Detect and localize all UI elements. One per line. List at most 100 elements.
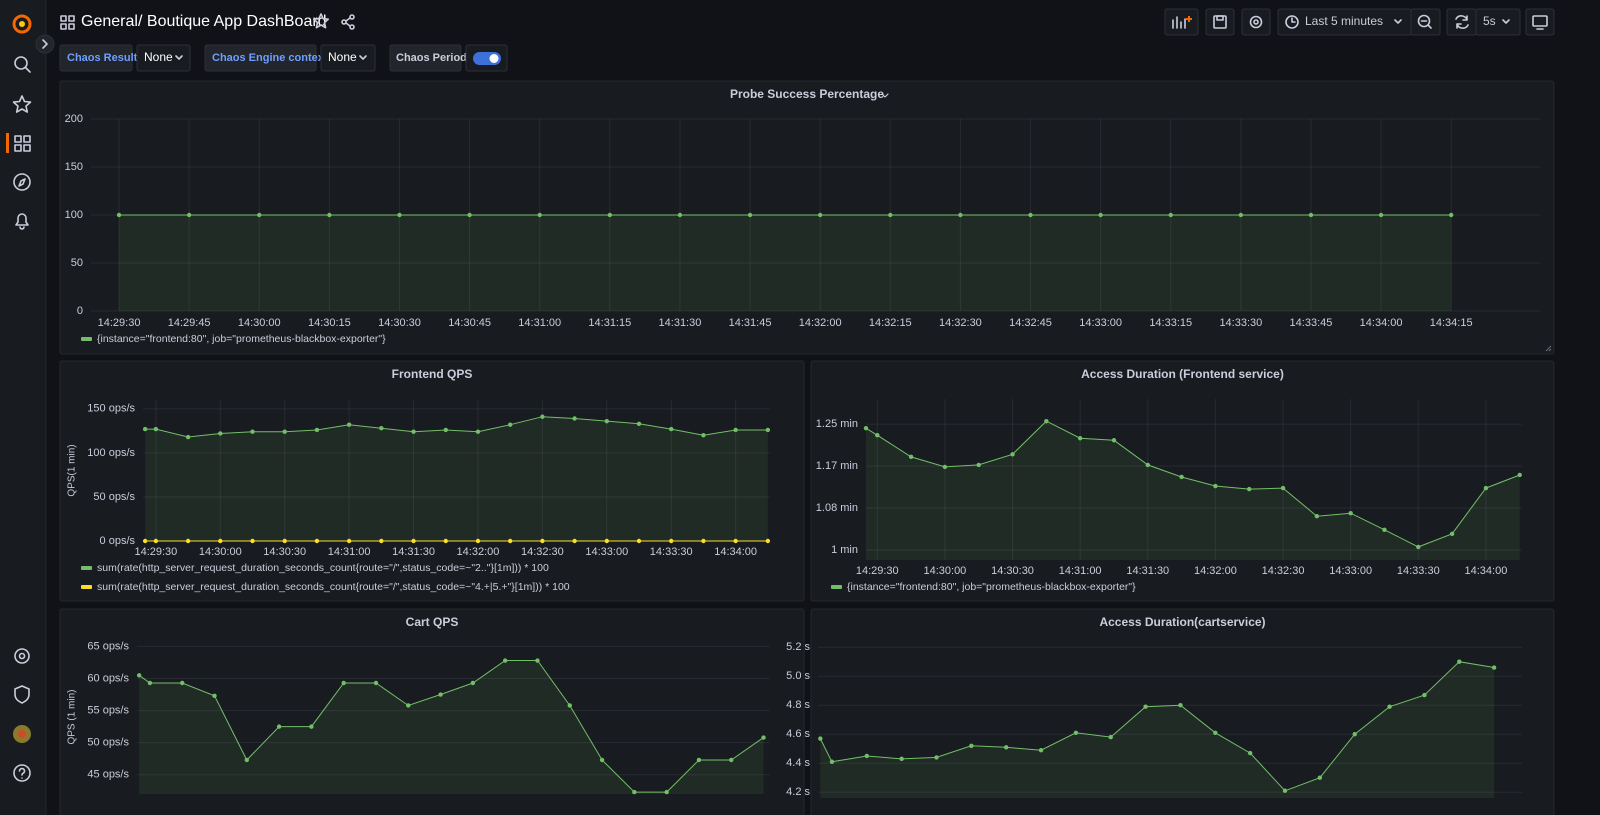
variable-value[interactable]: None [328,50,357,64]
x-tick-label: 14:33:30 [1219,317,1262,329]
data-point [677,212,683,218]
y-tick-label: 5.2 s [786,641,810,653]
variable-select[interactable] [320,44,376,72]
y-tick-label: 0 ops/s [100,535,136,547]
data-point [341,680,346,686]
share-button[interactable] [341,14,355,30]
refresh-interval[interactable]: 5s [1483,14,1496,28]
data-point [696,757,702,763]
y-tick-label: 100 ops/s [87,447,135,459]
data-point [327,212,332,218]
data-point [701,433,706,438]
dashboards-icon[interactable] [6,133,31,153]
avatar[interactable] [13,725,31,743]
data-point [411,538,416,544]
panel-menu-caret [881,93,889,98]
y-tick-label: 50 [71,257,83,269]
data-point [373,680,379,686]
data-point [1179,474,1184,480]
starred-icon[interactable] [12,95,32,113]
admin-icon[interactable] [14,685,30,704]
x-tick-label: 14:33:00 [585,546,628,558]
x-tick-label: 14:30:00 [238,317,281,329]
data-point [1077,436,1083,441]
alerting-icon[interactable] [15,213,29,230]
x-tick-label: 14:32:00 [457,546,500,558]
explore-icon[interactable] [13,173,31,191]
data-point [1457,659,1462,664]
save-button[interactable] [1205,8,1235,36]
logo[interactable] [12,14,32,34]
legend-swatch [81,337,92,341]
data-point [888,212,893,218]
data-point [250,429,255,434]
y-tick-label: 50 ops/s [93,491,135,503]
y-tick-label: 0 [77,305,83,317]
x-tick-label: 14:30:30 [991,565,1034,577]
x-tick-label: 14:32:00 [1194,565,1237,577]
breadcrumb-folder[interactable]: General [81,13,138,30]
y-tick-label: 150 [65,161,83,173]
variable-value[interactable]: None [144,50,173,64]
x-tick-label: 14:31:00 [518,317,561,329]
star-button[interactable] [312,13,330,29]
refresh-button[interactable] [1446,8,1477,36]
x-tick-label: 14:34:15 [1430,317,1473,329]
data-point [1491,665,1497,670]
x-tick-label: 14:34:00 [714,546,757,558]
variable-label: Chaos Result [67,52,138,64]
time-range[interactable]: Last 5 minutes [1305,14,1383,28]
search-icon[interactable] [14,56,31,73]
x-tick-label: 14:30:45 [448,317,491,329]
data-point [1348,511,1353,516]
x-tick-label: 14:30:00 [923,565,966,577]
help-icon[interactable] [13,764,31,782]
x-tick-label: 14:32:30 [1262,565,1305,577]
data-point [733,538,738,544]
data-point [604,538,610,544]
data-point [314,427,320,433]
panels: Probe Success Percentage 0 50 100 150 200 14:2… [59,80,1555,815]
data-point [765,538,771,544]
data-point [218,538,223,544]
data-point [537,212,542,218]
data-point [729,757,734,763]
panel-bg [59,608,805,815]
data-point [942,464,948,470]
y-tick-label: 45 ops/s [87,769,129,781]
x-tick-label: 14:31:00 [1059,565,1102,577]
data-point [186,212,192,218]
data-point [180,680,185,686]
add-panel-button[interactable] [1164,8,1199,36]
data-point [1317,775,1323,780]
variable-label-box [59,44,133,72]
x-tick-label: 14:32:45 [1009,317,1052,329]
data-point [475,429,481,434]
data-point [1010,452,1015,457]
zoom-out-button[interactable] [1410,8,1441,36]
data-point [282,429,287,434]
x-tick-label: 14:31:30 [392,546,435,558]
dashboards-grid-icon [60,15,75,30]
x-tick-label: 14:30:30 [378,317,421,329]
series-area [866,421,1520,560]
data-point [1213,483,1218,489]
x-tick-label: 14:31:30 [659,317,702,329]
settings-button[interactable] [1241,8,1271,36]
panel-bg [59,80,1555,355]
y-tick-label: 55 ops/s [87,704,129,716]
data-point [669,426,674,432]
legend-label: sum(rate(http_server_request_duration_se… [97,562,549,574]
data-point [244,757,250,763]
expand-button[interactable] [35,34,55,54]
variable-label: Chaos Period [396,52,467,64]
x-tick-label: 14:34:00 [1360,317,1403,329]
variable-select[interactable] [136,44,191,72]
chaos-period-toggle[interactable] [473,52,501,65]
tv-mode-button[interactable] [1525,8,1555,36]
y-tick-label: 4.2 s [786,786,810,798]
refresh-interval-picker[interactable] [1475,8,1521,36]
settings-icon[interactable] [14,648,30,664]
data-point [346,538,352,544]
x-tick-label: 14:33:30 [1397,565,1440,577]
